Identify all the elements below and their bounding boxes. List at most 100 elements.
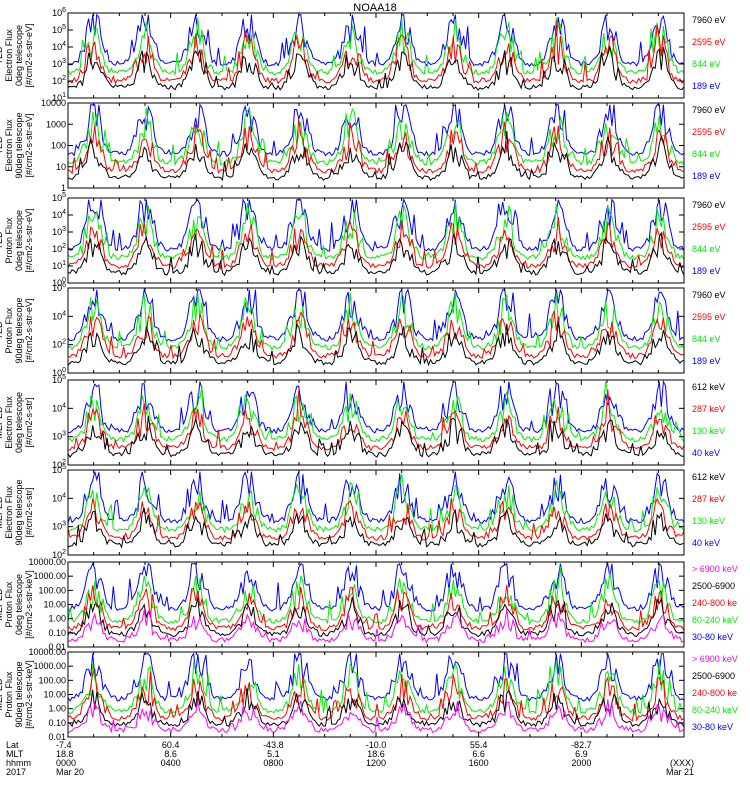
x-axis-value: -7.4 [56,740,72,750]
x-row-label: 2017 [6,767,26,777]
legend-entry: 2595 eV [692,37,726,47]
y-tick-label: 0.01 [48,642,66,652]
panel-traces [68,13,684,91]
legend-entry: 7960 eV [692,105,726,115]
legend-entry: 130 keV [692,516,725,526]
x-axis-value: 6.9 [575,749,588,759]
series-line [68,659,684,716]
legend-entry: 189 eV [692,171,721,181]
series-line [68,310,684,360]
y-tick-label: 103 [52,431,66,442]
legend-entry: 240-800 ke [692,598,737,608]
x-axis-value: 5.1 [267,749,280,759]
x-axis-value: 60.4 [162,740,180,750]
y-tick-label: 105 [52,192,66,203]
x-axis-value: 8.6 [164,749,177,759]
y-tick-label: 100 [51,141,66,151]
y-tick-label: 104 [52,492,66,503]
series-line [68,288,684,343]
series-line [68,381,684,443]
chart-title: NOAA18 [353,2,396,14]
y-tick-label: 105 [52,464,66,475]
series-line [68,699,684,734]
x-axis-value: 2000 [571,758,591,768]
legend-entry: 189 eV [692,81,721,91]
panel-7: 0.01 0.10 1.00 10.00 100.00 1000.00 10000.00 ME… [0,557,738,652]
panel-traces [68,103,684,182]
series-line [68,415,684,459]
y-tick-label: 1.00 [48,704,66,714]
legend-entry: 80-240 keV [692,615,738,625]
series-line [68,471,684,525]
x-axis-value: 18.6 [367,749,385,759]
y-tick-label: 10 [56,162,66,172]
y-tick-label: 1000.00 [33,661,66,671]
series-line [68,13,684,68]
series-line [68,231,684,277]
y-tick-label: 102 [52,549,66,560]
legend-entry: 844 eV [692,334,721,344]
legend-entry: 2595 eV [692,127,726,137]
y-tick-label: 100.00 [38,585,66,595]
series-line [68,566,684,626]
legend-entry: 40 keV [692,448,720,458]
series-line [68,507,684,549]
legend-entry: 80-240 keV [692,705,738,715]
y-axis-label: MEPEDElectron Flux90deg telescope[#/cm2-… [0,479,34,545]
x-axis-value: Mar 20 [56,767,84,777]
y-tick-label: 100 [52,367,66,378]
x-axis-value: 1200 [366,758,386,768]
y-axis-label: TEDElectron Flux0deg telescope[#/cm2-s-s… [0,23,34,87]
y-tick-label: 104 [52,209,66,220]
panel-traces [68,652,684,734]
x-axis-value: 18.8 [56,749,74,759]
y-tick-label: 104 [52,402,66,413]
panel-traces [68,288,684,367]
x-axis-value: -82.7 [571,740,592,750]
panel-traces [68,380,684,459]
y-tick-label: 0.10 [48,628,66,638]
panel-frame [67,197,685,284]
legend-entry: 844 eV [692,59,721,69]
y-tick-label: 103 [52,521,66,532]
series-line [68,291,684,351]
series-line [68,130,684,182]
legend-entry: 612 keV [692,472,725,482]
series-line [68,20,684,85]
series-line [68,201,684,261]
series-line [68,198,684,252]
series-line [68,389,684,452]
x-axis-value: -43.8 [263,740,284,750]
y-tick-label: 101 [52,92,66,103]
series-line [68,44,684,91]
y-tick-label: 1000.00 [33,571,66,581]
series-line [68,380,684,435]
series-line [68,103,684,158]
panel-traces [68,198,684,277]
legend-entry: 130 keV [692,426,725,436]
y-tick-label: 100.00 [38,675,66,685]
y-tick-label: 10.00 [43,690,66,700]
y-tick-label: 104 [52,310,66,321]
y-tick-label: 101 [52,260,66,271]
y-tick-label: 10000.00 [28,647,66,657]
series-line [68,668,684,722]
x-axis-value: 0800 [263,758,283,768]
legend-entry: 844 eV [692,244,721,254]
y-tick-label: 0.01 [48,732,66,742]
panel-2: 1 10 100 1000 10000 TEDElectron Flux90deg tel… [0,98,726,193]
legend-entry: 2595 eV [692,222,726,232]
y-axis-label: MEPEDProton Flux0deg telescope[#/cm2-s-s… [0,570,34,639]
y-tick-label: 10000.00 [28,557,66,567]
y-tick-label: 1.00 [48,614,66,624]
x-axis-value: 0000 [56,758,76,768]
series-line [68,217,684,271]
x-axis-value: (XXX) [670,758,694,768]
panel-3: 100 101 102 103 104 105 TEDProton Flux0deg tel… [0,192,726,288]
y-tick-label: 103 [52,58,66,69]
x-axis-value: 0400 [161,758,181,768]
y-axis-label: MEPEDElectron Flux0deg telescope[#/cm2-s… [0,392,34,453]
y-tick-label: 100 [52,277,66,288]
legend-entry: 287 keV [692,404,725,414]
